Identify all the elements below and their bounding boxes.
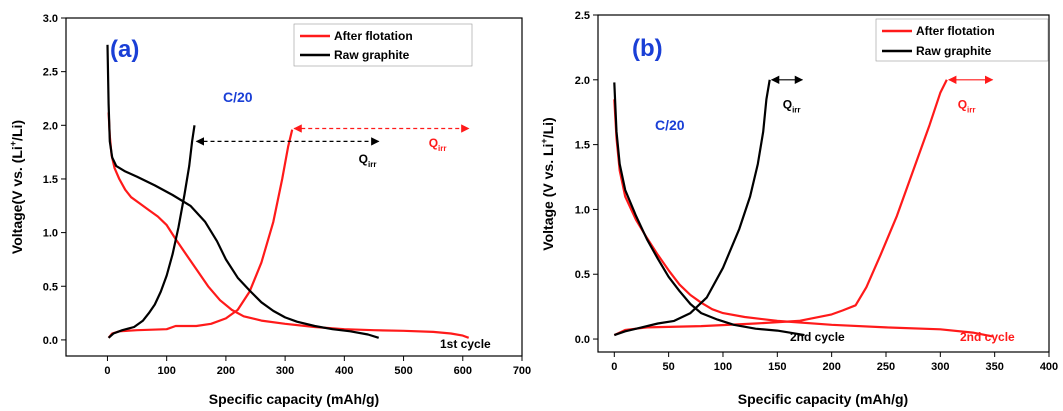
- panel-b-rate-label: C/20: [655, 117, 685, 133]
- panel-a-legend-box: [293, 23, 473, 67]
- panel-b-xtick-label: 250: [877, 361, 895, 373]
- panel-a: 0 100 200 300 400 500 600 700 0.0 0.5 1.0 1.5 2.0 2.5…: [8, 13, 531, 407]
- panel-a-xtick-label: 100: [157, 365, 175, 377]
- panel-a-after-flotation-charge-line: [107, 129, 294, 339]
- panel-a-xtick-label: 600: [454, 365, 472, 377]
- panel-b-cycle-label-red: 2nd cycle: [960, 330, 1015, 344]
- panel-b: 0 50 100 150 200 250 300 350 400 0.0 0.5 1.0 1.5 2.0 2…: [539, 10, 1058, 407]
- panel-a-raw-graphite-charge-line: [107, 125, 196, 339]
- panel-b-ytick-label: 1.0: [575, 204, 590, 216]
- panel-b-cycle-label-black: 2nd cycle: [790, 330, 845, 344]
- panel-a-xtick-label: 400: [335, 365, 353, 377]
- panel-b-ytick-label: 2.0: [575, 75, 590, 87]
- panel-b-ytick-label: 2.5: [575, 10, 590, 22]
- panel-a-rate-label: C/20: [223, 89, 253, 105]
- panel-b-qirr-black-label: Qirr: [783, 97, 801, 114]
- panel-a-xtick-label: 200: [217, 365, 235, 377]
- panel-b-raw-graphite-charge-line: [613, 79, 771, 337]
- panel-b-legend-box: [875, 18, 1049, 62]
- panel-a-ytick-label: 3.0: [43, 13, 58, 25]
- panel-a-xtick-label: 700: [513, 365, 531, 377]
- panel-b-ytick-label: 0.5: [575, 269, 590, 281]
- panel-a-ytick-label: 0.5: [43, 281, 58, 293]
- panel-a-ytick-label: 1.5: [43, 174, 58, 186]
- panel-b-raw-graphite-discharge-line: [613, 82, 805, 337]
- panel-a-xlabel: Specific capacity (mAh/g): [209, 391, 379, 407]
- panel-b-plot-frame: [597, 14, 1050, 353]
- panel-b-after-flotation-charge-line: [613, 79, 948, 337]
- panel-a-cycle-label: 1st cycle: [440, 337, 491, 351]
- panel-a-plot-frame: [65, 17, 523, 357]
- panel-a-qirr-red: Qirr: [293, 124, 470, 153]
- panel-a-qirr-red-label: Qirr: [429, 136, 447, 153]
- legend-b-raw-graphite-label: Raw graphite: [916, 44, 992, 58]
- panel-a-qirr-black-label: Qirr: [359, 152, 377, 169]
- panel-b-xtick-label: 150: [768, 361, 786, 373]
- panel-a-ytick-label: 0.0: [43, 335, 58, 347]
- panel-a-ytick-label: 2.5: [43, 67, 58, 79]
- panel-b-qirr-black: Qirr: [770, 75, 804, 114]
- legend-a-after-flotation-label: After flotation: [334, 29, 413, 43]
- panel-a-ytick-label: 1.0: [43, 228, 58, 240]
- panel-a-after-flotation-discharge-line: [107, 112, 470, 339]
- panel-a-ytick-label: 2.0: [43, 120, 58, 132]
- panel-b-label: (b): [632, 35, 663, 62]
- panel-a-ylabel: Voltage(V vs. (Li+/Li): [8, 120, 25, 254]
- panel-a-xtick-label: 500: [394, 365, 412, 377]
- panel-b-xtick-label: 400: [1040, 361, 1058, 373]
- panel-b-xtick-label: 350: [985, 361, 1003, 373]
- panel-b-ylabel: Voltage (V vs. Li+/Li): [539, 117, 556, 250]
- panel-b-xlabel: Specific capacity (mAh/g): [738, 391, 908, 407]
- panel-b-qirr-red-label: Qirr: [958, 97, 976, 114]
- panel-a-xtick-label: 0: [104, 365, 110, 377]
- panel-a-legend: After flotation Raw graphite: [293, 23, 473, 67]
- panel-b-xtick-label: 200: [822, 361, 840, 373]
- panel-a-xtick-label: 300: [276, 365, 294, 377]
- panel-a-raw-graphite-discharge-line: [106, 44, 380, 339]
- panel-b-xtick-label: 100: [714, 361, 732, 373]
- panel-b-xtick-label: 50: [663, 361, 675, 373]
- panel-b-after-flotation-discharge-line: [613, 99, 993, 338]
- panel-b-legend: After flotation Raw graphite: [875, 18, 1049, 62]
- panel-b-qirr-red: Qirr: [948, 75, 994, 114]
- panel-b-ytick-label: 1.5: [575, 140, 590, 152]
- panel-b-ytick-label: 0.0: [575, 334, 590, 346]
- panel-a-label: (a): [110, 36, 139, 63]
- panel-a-qirr-black: Qirr: [195, 137, 380, 169]
- legend-b-after-flotation-label: After flotation: [916, 24, 995, 38]
- legend-a-raw-graphite-label: Raw graphite: [334, 48, 410, 62]
- panel-b-xtick-label: 0: [611, 361, 617, 373]
- panel-b-xtick-label: 300: [931, 361, 949, 373]
